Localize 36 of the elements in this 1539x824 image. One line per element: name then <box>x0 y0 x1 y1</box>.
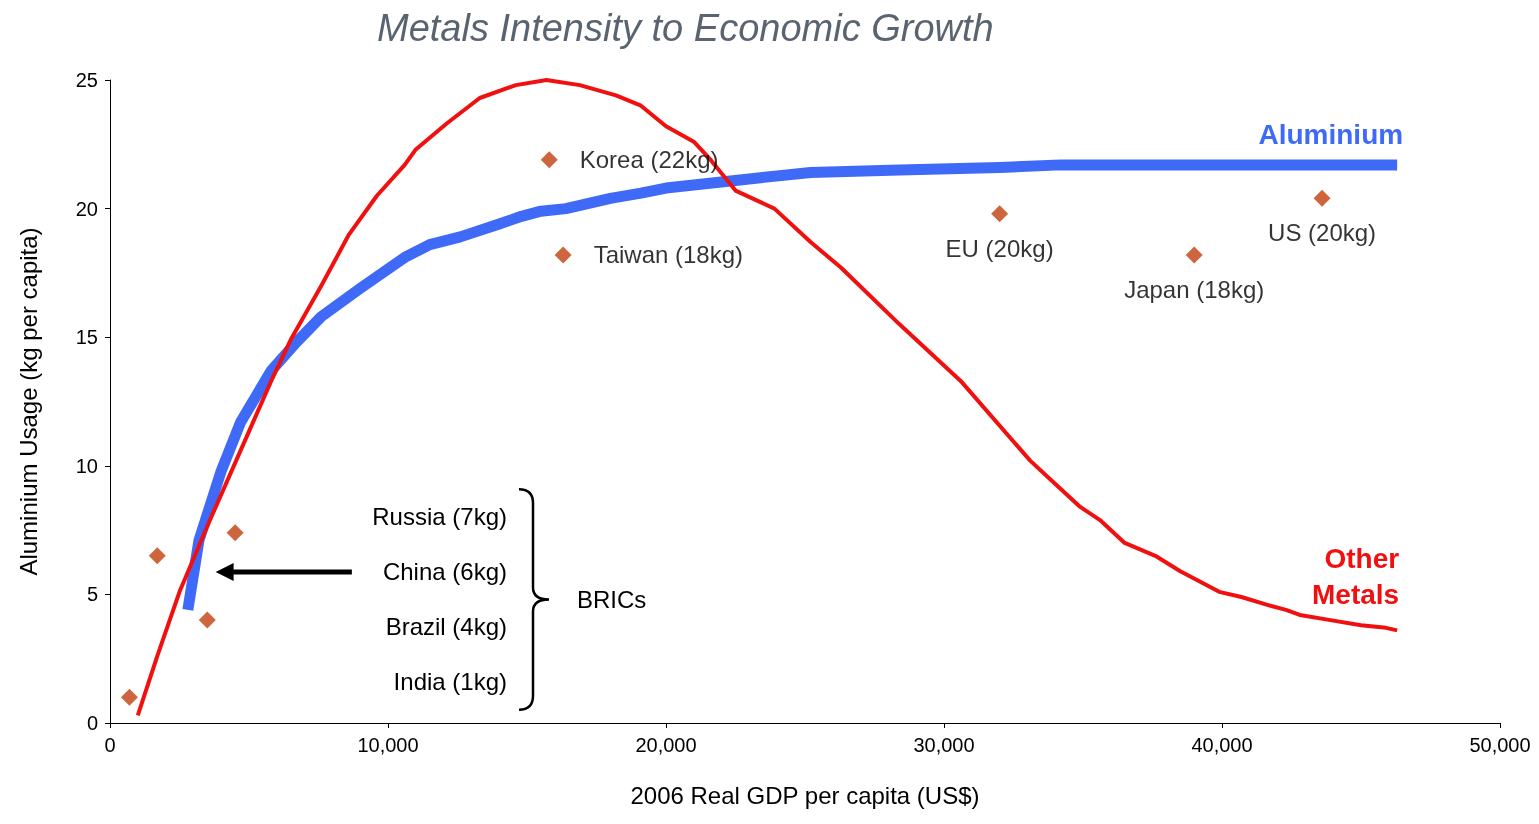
point <box>1185 246 1203 264</box>
point <box>554 246 572 264</box>
point <box>148 547 166 565</box>
y-tick-label: 20 <box>75 197 98 220</box>
annotation: China (6kg) <box>382 558 507 587</box>
annotation: India (1kg) <box>393 667 507 696</box>
annotation: Brazil (4kg) <box>385 612 507 641</box>
x-tick-label: 50,000 <box>1469 734 1531 756</box>
line-series <box>135 78 1400 718</box>
chart-title: Metals Intensity to Economic Growth <box>377 7 994 49</box>
data-label: Taiwan (18kg) <box>593 241 744 269</box>
y-tick-label: 0 <box>86 712 98 734</box>
point <box>198 611 216 629</box>
point <box>991 205 1009 223</box>
point <box>120 688 138 706</box>
series-label: Aluminium <box>1258 119 1404 151</box>
data-label: EU (20kg) <box>945 234 1054 262</box>
point <box>226 524 244 542</box>
annotation: BRICs <box>577 585 647 614</box>
point <box>1313 189 1331 207</box>
x-tick-label: 10,000 <box>357 734 419 756</box>
point <box>540 151 558 169</box>
y-axis-title: Aluminium Usage (kg per capita) <box>14 227 42 576</box>
y-tick-label: 5 <box>86 583 98 606</box>
data-label: Japan (18kg) <box>1124 275 1265 303</box>
x-axis-title: 2006 Real GDP per capita (US$) <box>630 781 980 809</box>
y-tick-label: 25 <box>75 69 98 91</box>
y-tick-label: 10 <box>75 454 98 477</box>
data-label: US (20kg) <box>1268 219 1377 247</box>
x-tick-label: 30,000 <box>913 734 975 756</box>
x-tick-label: 20,000 <box>635 734 697 756</box>
x-tick-label: 40,000 <box>1191 734 1253 756</box>
annotation: Russia (7kg) <box>372 503 507 532</box>
y-tick-label: 15 <box>75 326 98 349</box>
x-tick-label: 0 <box>104 734 116 756</box>
series-label: Other Metals <box>1311 542 1400 610</box>
